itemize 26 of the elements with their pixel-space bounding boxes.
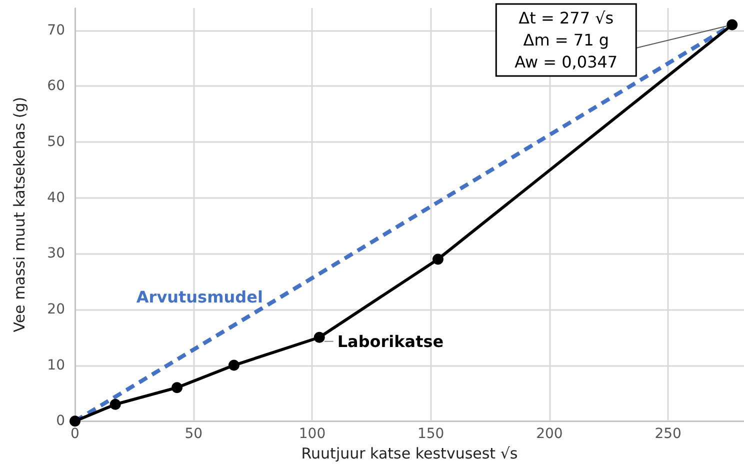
point (228, 360, 240, 371)
point (432, 254, 444, 265)
series-label: Arvutusmudel (136, 287, 263, 306)
x-tick-label: 50 (184, 426, 203, 442)
x-tick-label: 0 (70, 426, 80, 442)
point (172, 382, 183, 394)
x-tick-label: 250 (654, 426, 682, 442)
y-tick-label: 60 (47, 78, 65, 94)
y-tick-label: 40 (47, 190, 65, 206)
x-tick-label: 200 (536, 426, 563, 442)
y-tick-label: 20 (47, 301, 65, 318)
y-tick-label: 70 (47, 22, 65, 38)
x-tick-label: 100 (298, 426, 326, 442)
point (314, 332, 325, 343)
point (70, 416, 80, 427)
series-label: Laborikatse (337, 332, 444, 351)
point (726, 19, 738, 30)
y-axis-title: Vee massi muut katsekehas (g) (10, 96, 28, 332)
point (110, 398, 121, 410)
y-tick-label: 50 (47, 134, 65, 150)
y-tick-label: 0 (56, 413, 65, 430)
x-axis-title: Ruutjuur katse kestvusest √s (301, 444, 518, 462)
x-tick-label: 150 (417, 426, 444, 442)
y-tick-label: 10 (47, 357, 65, 374)
annotation: Δt = 277 √s Δm = 71 g Aw = 0,0347 (514, 8, 618, 72)
y-tick-label: 30 (47, 246, 65, 262)
